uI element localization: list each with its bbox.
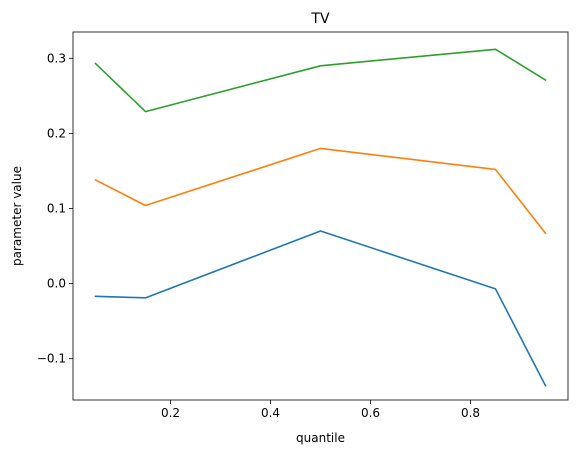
- y-tick-label: 0.1: [47, 201, 66, 215]
- y-tick-label: 0.3: [47, 51, 66, 65]
- x-axis-label: quantile: [296, 431, 345, 445]
- series-layer: [94, 48, 547, 387]
- chart-title: TV: [310, 11, 330, 27]
- series-line-2: [94, 147, 547, 235]
- y-axis-ticks: −0.1 0.0 0.1 0.2 0.3: [37, 51, 73, 366]
- plot-frame: [72, 31, 569, 401]
- y-tick-label: 0.0: [47, 277, 66, 291]
- x-tick-label: 0.4: [261, 406, 280, 420]
- x-tick-label: 0.6: [361, 406, 380, 420]
- series-line-3: [94, 48, 547, 113]
- x-tick-label: 0.8: [461, 406, 480, 420]
- y-tick-label: −0.1: [37, 352, 66, 366]
- series-line-1: [94, 230, 547, 387]
- y-axis-label: parameter value: [10, 166, 24, 266]
- x-axis-ticks: 0.2 0.4 0.6 0.8: [161, 400, 480, 420]
- y-tick-label: 0.2: [47, 126, 66, 140]
- x-tick-label: 0.2: [161, 406, 180, 420]
